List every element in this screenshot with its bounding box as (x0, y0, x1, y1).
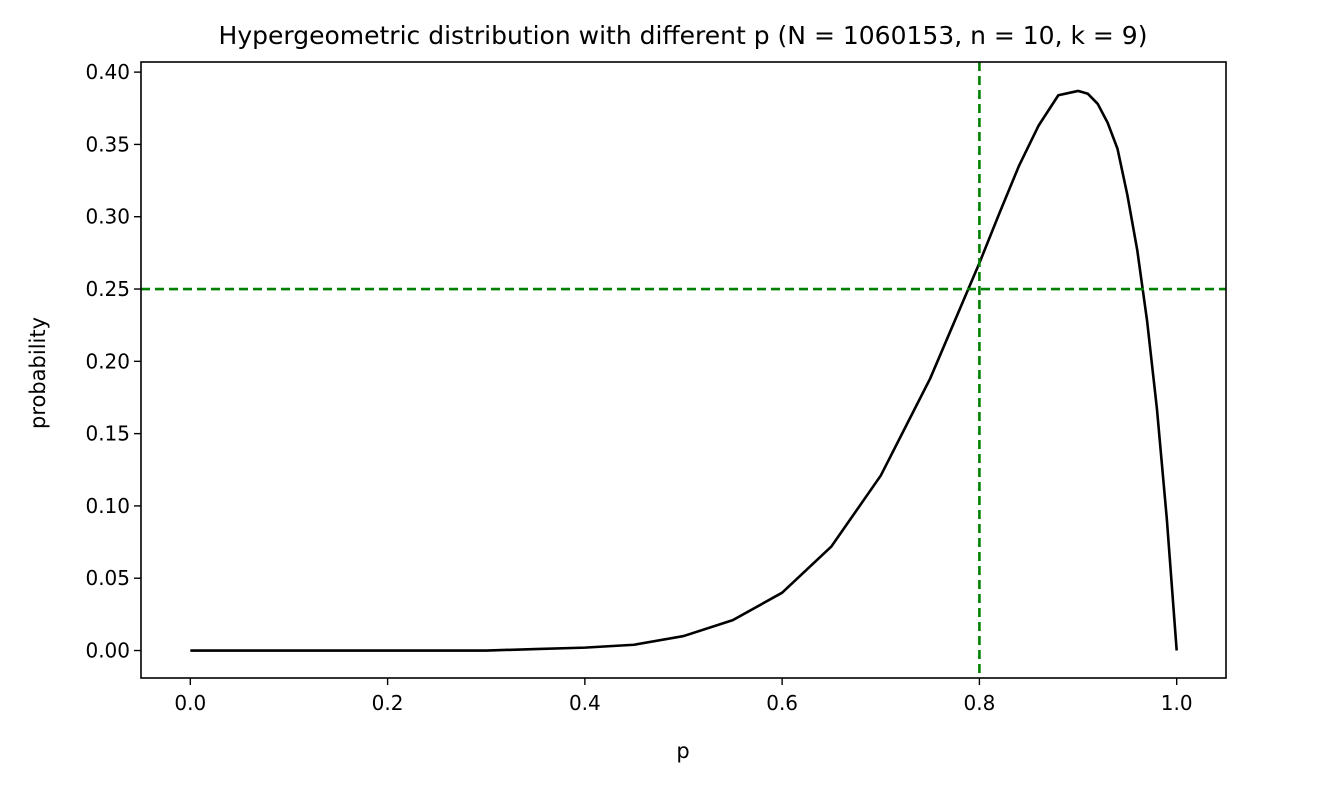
y-tick-label: 0.20 (85, 349, 130, 373)
x-tick-label: 0.2 (372, 691, 404, 715)
x-tick-label: 0.4 (569, 691, 601, 715)
y-tick-label: 0.10 (85, 494, 130, 518)
y-tick-label: 0.30 (85, 205, 130, 229)
x-tick-label: 1.0 (1161, 691, 1193, 715)
x-tick-label: 0.8 (964, 691, 996, 715)
x-tick-label: 0.0 (174, 691, 206, 715)
plot-area: 0.0 0.2 0.4 0.6 0.8 1.0 0.00 0.05 0.10 0.15 0.20 0.… (85, 60, 1227, 715)
y-tick-label: 0.15 (85, 422, 130, 446)
x-axis-label: p (676, 739, 689, 763)
chart-title: Hypergeometric distribution with differe… (219, 21, 1148, 50)
plot-frame (140, 61, 1227, 679)
y-tick-label: 0.40 (85, 60, 130, 84)
x-tick-label: 0.6 (766, 691, 798, 715)
series-line-0 (190, 89, 1178, 652)
y-tick-label: 0.00 (85, 639, 130, 663)
y-tick-label: 0.35 (85, 132, 130, 156)
y-axis-label: probability (26, 317, 50, 429)
y-tick-label: 0.25 (85, 277, 130, 301)
y-tick-label: 0.05 (85, 566, 130, 590)
